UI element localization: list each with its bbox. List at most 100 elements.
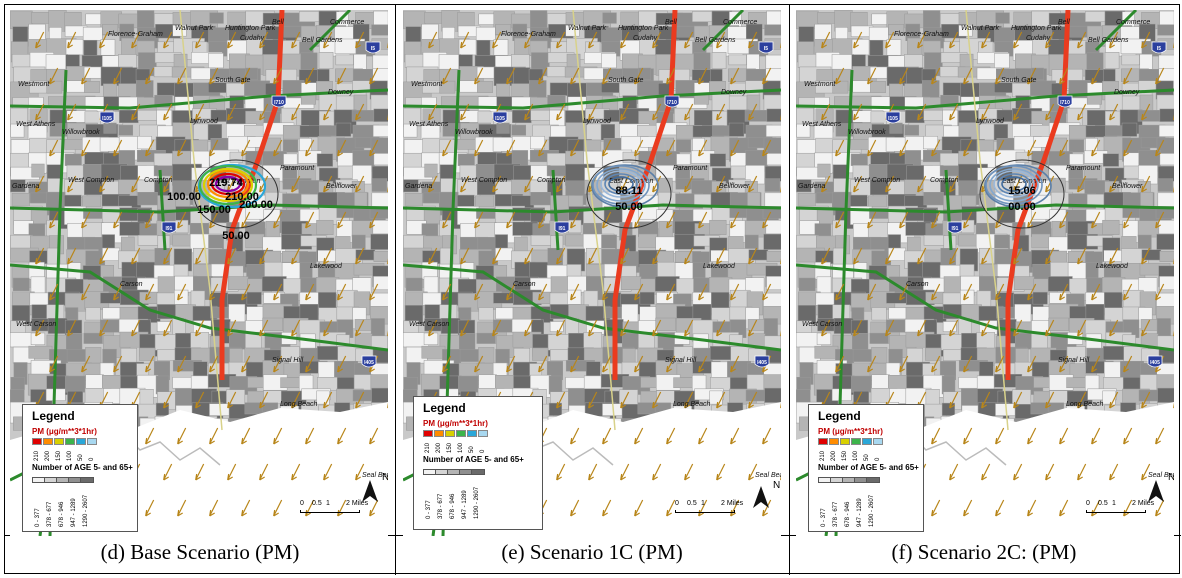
place-label: Commerce [1116, 19, 1150, 26]
wind-arrow [570, 67, 580, 85]
wind-arrow [99, 247, 109, 265]
wind-arrow [588, 463, 598, 481]
wind-arrow [963, 211, 973, 229]
wind-arrow [67, 319, 77, 337]
wind-arrow [716, 175, 726, 193]
map-legend: Legend PM (μg/m**3*1hr) 210 200 150 100 50 0 Num… [413, 396, 543, 530]
wind-arrow [323, 31, 333, 49]
wind-arrow [666, 67, 676, 85]
wind-arrow [442, 139, 452, 157]
scale-bar [1086, 510, 1146, 513]
wind-arrow [748, 319, 758, 337]
wind-arrow [460, 31, 470, 49]
wind-arrow [748, 103, 758, 121]
wind-arrow [1045, 247, 1055, 265]
wind-arrow [620, 463, 630, 481]
wind-arrow [355, 391, 365, 409]
legend-pm-swatch [65, 438, 75, 445]
place-label: West Compton [68, 177, 114, 184]
svg-text:I405: I405 [757, 360, 767, 366]
wind-arrow [602, 355, 612, 373]
wind-arrow [730, 67, 740, 85]
wind-arrow [323, 175, 333, 193]
wind-arrow [35, 247, 45, 265]
wind-arrow [524, 31, 534, 49]
wind-arrow [99, 31, 109, 49]
wind-arrow [1141, 103, 1151, 121]
legend-pm-swatch [456, 430, 466, 437]
wind-arrow [67, 247, 77, 265]
wind-arrow [355, 103, 365, 121]
wind-arrow [145, 139, 155, 157]
wind-arrow [730, 283, 740, 301]
wind-arrow [460, 247, 470, 265]
wind-arrow [730, 427, 740, 445]
wind-arrow [195, 247, 205, 265]
wind-arrow [748, 175, 758, 193]
wind-arrow [337, 283, 347, 301]
wind-arrow [602, 211, 612, 229]
legend-title: Legend [32, 409, 75, 423]
legend-pm-swatch [829, 438, 839, 445]
place-label: Lakewood [1096, 263, 1129, 270]
wind-arrow [538, 139, 548, 157]
wind-arrow [177, 139, 187, 157]
legend-pm-tick: 50 [78, 454, 84, 461]
wind-arrow [1141, 319, 1151, 337]
wind-arrow [273, 283, 283, 301]
wind-arrow [620, 31, 630, 49]
pm-contours [193, 159, 279, 229]
wind-arrow [730, 355, 740, 373]
map-panel-2c: Walnut Park Huntington Park Bell Commerce Fl… [796, 10, 1174, 536]
wind-arrow [81, 139, 91, 157]
place-label: Cudahy [240, 35, 265, 42]
wind-arrow [963, 67, 973, 85]
wind-arrow [355, 31, 365, 49]
wind-arrow [273, 427, 283, 445]
interstate-shield-icon: I5 [758, 41, 774, 54]
wind-arrow [195, 319, 205, 337]
wind-arrow [698, 67, 708, 85]
wind-arrow [337, 355, 347, 373]
place-label: Bell Gardens [1088, 37, 1129, 44]
place-label: Gardena [12, 183, 39, 190]
wind-arrow [853, 31, 863, 49]
wind-arrow [209, 499, 219, 517]
legend-pm-title: PM (μg/m**3*1hr) [423, 419, 488, 428]
legend-age-tick: 947 - 1289 [462, 490, 468, 519]
wind-arrow [337, 211, 347, 229]
wind-arrow [524, 319, 534, 337]
interstate-shield-icon: I91 [554, 221, 570, 234]
wind-arrow [899, 355, 909, 373]
legend-pm-swatch [87, 438, 97, 445]
wind-arrow [556, 391, 566, 409]
wind-arrow [524, 103, 534, 121]
wind-arrow [241, 499, 251, 517]
contour-value-label: 210.00 [225, 191, 259, 203]
wind-arrow [1077, 247, 1087, 265]
wind-arrow [684, 103, 694, 121]
legend-pm-tick: 200 [436, 442, 442, 453]
legend-title: Legend [818, 409, 861, 423]
place-label: Paramount [280, 165, 315, 172]
wind-arrow [748, 391, 758, 409]
wind-arrow [1141, 463, 1151, 481]
wind-arrow [259, 463, 269, 481]
wind-arrow [145, 67, 155, 85]
wind-arrow [163, 391, 173, 409]
place-label: South Gate [608, 77, 644, 84]
wind-arrow [995, 427, 1005, 445]
wind-arrow [949, 103, 959, 121]
north-label: N [382, 472, 388, 483]
wind-arrow [1059, 355, 1069, 373]
legend-age-title: Number of AGE 5- and 65+ [423, 455, 524, 464]
wind-arrow [323, 391, 333, 409]
wind-arrow [835, 67, 845, 85]
wind-arrow [428, 103, 438, 121]
place-label: Bellflower [1112, 183, 1143, 190]
legend-age-tick: 0 - 377 [426, 500, 432, 519]
place-label: Westmont [18, 81, 50, 88]
wind-arrow [49, 211, 59, 229]
place-label: Lakewood [703, 263, 736, 270]
wind-arrow [369, 427, 379, 445]
